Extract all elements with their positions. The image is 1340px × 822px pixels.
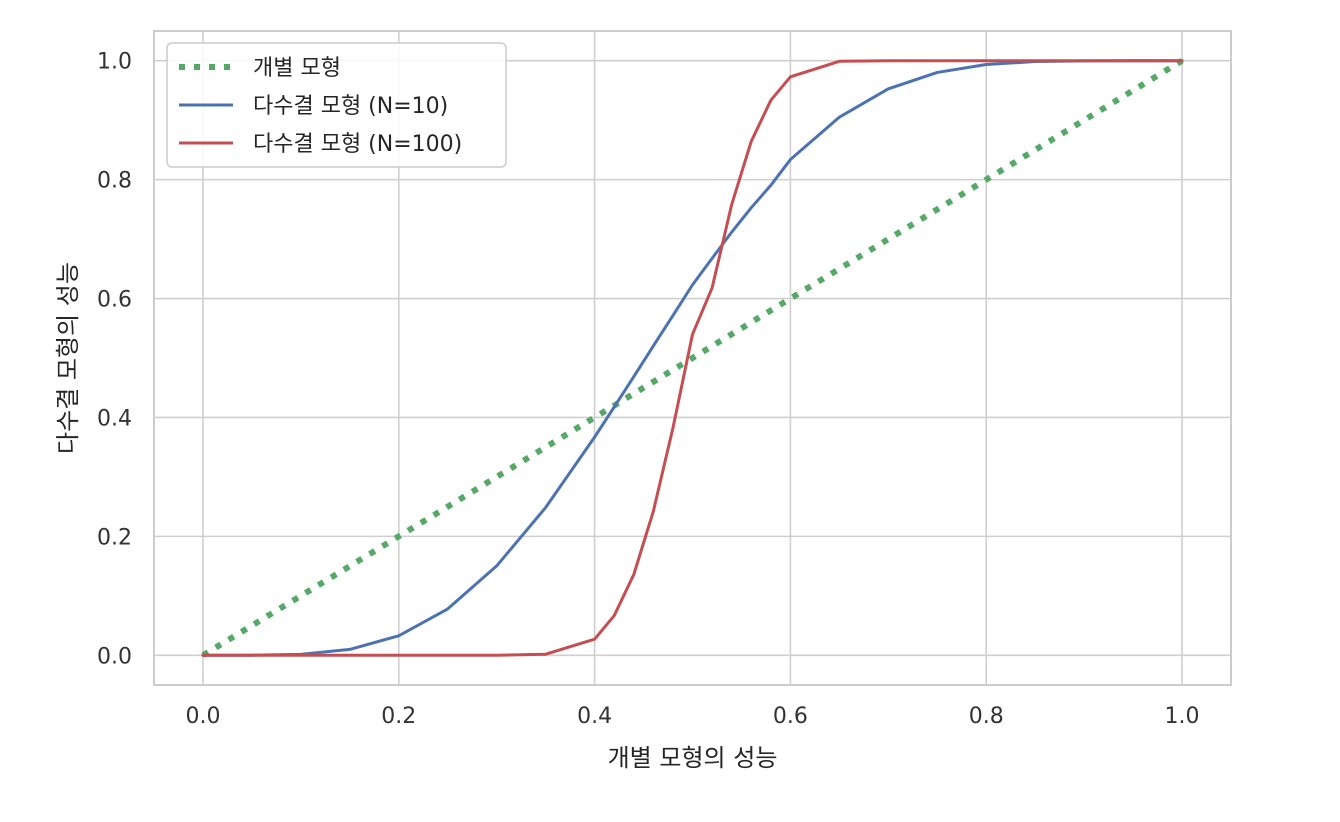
x-tick-label: 0.6 xyxy=(773,704,808,729)
y-axis-ticks: 0.0 0.2 0.4 0.6 0.8 1.0 xyxy=(97,50,132,670)
y-tick-label: 0.2 xyxy=(97,525,132,550)
series-line-1 xyxy=(201,59,1184,657)
x-axis-ticks: 0.0 0.2 0.4 0.6 0.8 1.0 xyxy=(185,704,1199,729)
series-line-2 xyxy=(201,59,1184,657)
x-tick-label: 0.2 xyxy=(381,704,416,729)
y-tick-label: 0.4 xyxy=(97,406,132,431)
series-0 xyxy=(201,58,1184,658)
grid xyxy=(154,31,1231,685)
y-axis-title: 다수결 모형의 성능 xyxy=(54,262,82,454)
legend-label-1: 다수결 모형 (N=10) xyxy=(253,94,448,119)
series-layer xyxy=(201,58,1184,658)
plot-frame xyxy=(153,30,1232,686)
y-tick-label: 0.8 xyxy=(97,169,132,194)
legend-label-0: 개별 모형 xyxy=(253,56,341,81)
x-tick-label: 0.8 xyxy=(969,704,1004,729)
x-axis-title: 개별 모형의 성능 xyxy=(608,744,778,772)
series-2 xyxy=(201,59,1184,657)
y-tick-label: 0.6 xyxy=(97,288,132,313)
legend-label-2: 다수결 모형 (N=100) xyxy=(253,132,462,157)
x-tick-label: 1.0 xyxy=(1165,704,1200,729)
legend-box xyxy=(166,42,507,168)
x-tick-label: 0.0 xyxy=(185,704,220,729)
series-line-0 xyxy=(201,58,1184,658)
y-tick-label: 1.0 xyxy=(97,50,132,75)
x-tick-label: 0.4 xyxy=(577,704,612,729)
y-tick-label: 0.0 xyxy=(97,644,132,669)
series-1 xyxy=(201,59,1184,657)
